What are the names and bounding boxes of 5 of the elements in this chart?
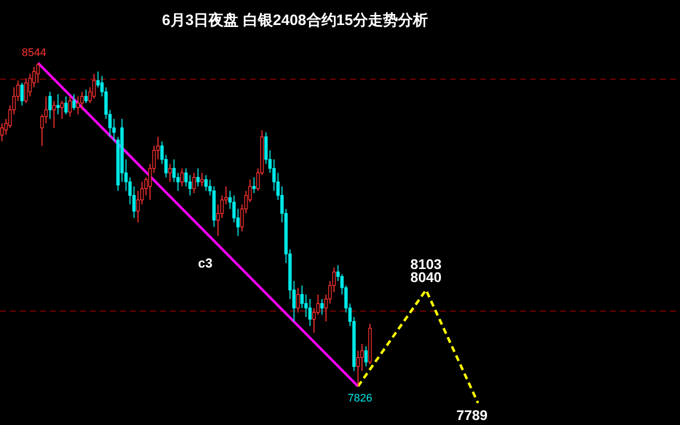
annotation: 8544 — [22, 47, 46, 59]
annotation: 7826 — [348, 392, 372, 404]
title: 6月3日夜盘 白银2408合约15分走势分析 — [162, 12, 428, 29]
annotation: c3 — [198, 255, 212, 270]
annotation: 7789 — [456, 407, 488, 423]
